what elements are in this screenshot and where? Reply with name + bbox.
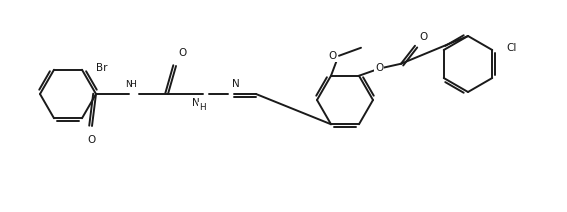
Text: N: N bbox=[125, 80, 133, 89]
Text: H: H bbox=[130, 80, 137, 89]
Text: N: N bbox=[232, 79, 240, 89]
Text: Br: Br bbox=[96, 63, 108, 73]
Text: H: H bbox=[198, 103, 205, 112]
Text: Cl: Cl bbox=[506, 43, 517, 53]
Text: O: O bbox=[375, 63, 383, 73]
Text: O: O bbox=[178, 48, 186, 58]
Text: O: O bbox=[419, 32, 428, 42]
Text: O: O bbox=[329, 51, 337, 61]
Text: N: N bbox=[192, 98, 200, 108]
Text: O: O bbox=[87, 135, 95, 145]
